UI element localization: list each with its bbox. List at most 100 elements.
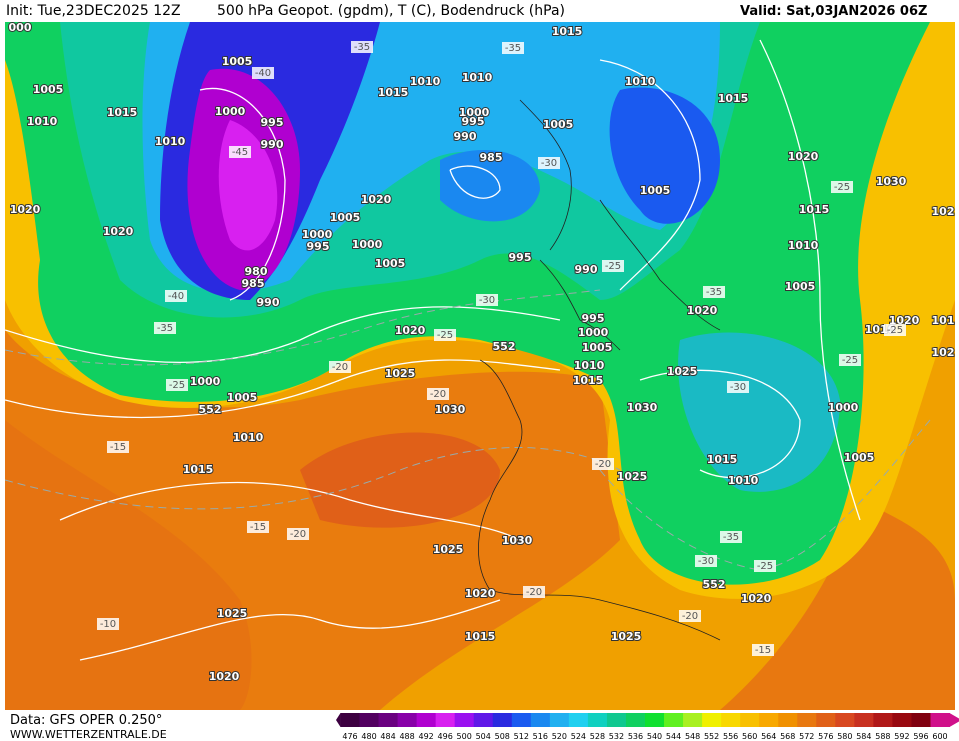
isobar-label: 1005 (543, 118, 574, 131)
isobar-label: 1020 (788, 150, 819, 163)
isobar-label: 1005 (330, 211, 361, 224)
isobar-label: 1000 (459, 106, 490, 119)
isobar-label: 995 (509, 251, 532, 264)
colorbar-swatch (587, 713, 608, 727)
site: WWW.WETTERZENTRALE.DE (10, 728, 167, 741)
colorbar-label: 588 (875, 732, 890, 741)
isobar-label: 1005 (582, 341, 613, 354)
valid-text: Valid: Sat,03JAN2026 06Z (740, 4, 927, 19)
temp-label: -35 (505, 43, 521, 54)
isobar-label: 1025 (617, 470, 648, 483)
isobar-label: 1000 (828, 401, 859, 414)
colorbar-swatch (397, 713, 418, 727)
isobar-label: 1000 (352, 238, 383, 251)
isobar-label: 1015 (707, 453, 738, 466)
temp-label: -40 (255, 68, 271, 79)
temp-label-box (695, 555, 717, 567)
colorbar-label: 500 (457, 732, 472, 741)
temp-label-box (434, 329, 456, 341)
colorbar-swatch (435, 713, 456, 727)
colorbar-label: 600 (932, 732, 947, 741)
colorbar-label: 480 (361, 732, 376, 741)
isobar-label: 1015 (573, 374, 604, 387)
isobar-label: 1005 (375, 257, 406, 270)
colorbar-swatch (530, 713, 551, 727)
colorbar-swatch (511, 713, 532, 727)
temp-label-box (839, 354, 861, 366)
temp-label: -25 (887, 325, 903, 336)
colorbar-label: 512 (514, 732, 529, 741)
map-field (5, 22, 955, 710)
isobar-label: 985 (242, 277, 265, 290)
isobar-label: 1005 (227, 391, 258, 404)
isobar-label: 1000 (215, 105, 246, 118)
colorbar-swatch (854, 713, 874, 727)
colorbar-swatch (606, 713, 627, 727)
data-source: Data: GFS OPER 0.250° (10, 713, 162, 728)
isobar-label: 552 (703, 578, 726, 591)
colorbar-swatch (625, 713, 646, 727)
temp-label: -20 (595, 459, 611, 470)
isobar-label: 995 (261, 116, 284, 129)
isobar-label: 102 (932, 205, 955, 218)
isobar-label: 1020 (741, 592, 772, 605)
isobar-label: 1030 (876, 175, 907, 188)
colorbar-swatch (378, 713, 399, 727)
isobar-label: 990 (257, 296, 280, 309)
colorbar-label: 560 (742, 732, 757, 741)
colorbar-swatch (797, 713, 817, 727)
isobar-label: 1025 (667, 365, 698, 378)
temp-label-box (165, 290, 187, 302)
colorbar-label: 520 (552, 732, 567, 741)
colorbar-swatch (911, 713, 931, 727)
colorbar-swatch (340, 713, 361, 727)
isobar-label: 1010 (728, 474, 759, 487)
colorbar-swatch (740, 713, 760, 727)
isobar-label: 1025 (433, 543, 464, 556)
colorbar-swatch (549, 713, 570, 727)
isobar-label: 1020 (395, 324, 426, 337)
temp-label: -30 (698, 556, 714, 567)
isobar-label: 1015 (799, 203, 830, 216)
temp-label-box (720, 531, 742, 543)
temp-label: -35 (354, 42, 370, 53)
colorbar-label: 492 (418, 732, 433, 741)
temp-label-box (97, 618, 119, 630)
colorbar-label: 496 (438, 732, 453, 741)
temp-label-box (166, 379, 188, 391)
isobar-label: 552 (493, 340, 516, 353)
temp-label: -15 (110, 442, 126, 453)
colorbar-label: 592 (894, 732, 909, 741)
temp-label-box (287, 528, 309, 540)
isobar-label: 995 (307, 240, 330, 253)
isobar-label: 1030 (435, 403, 466, 416)
colorbar-label: 564 (761, 732, 776, 741)
temp-label-box (679, 610, 701, 622)
isobar-label: 1030 (502, 534, 533, 547)
isobar-label: 1020 (10, 203, 41, 216)
colorbar-label: 476 (342, 732, 357, 741)
temp-label-box (351, 41, 373, 53)
colorbar: 476 480 484 488 492 496 500 504 508 512 516 520 524 5… (336, 713, 959, 741)
isobar-label: 1005 (222, 55, 253, 68)
colorbar-label: 580 (837, 732, 852, 741)
temp-label-box (703, 286, 725, 298)
colorbar-label: 508 (495, 732, 510, 741)
temp-label-box (107, 441, 129, 453)
colorbar-swatch (721, 713, 741, 727)
temp-label-box (752, 644, 774, 656)
isobar-label: 1015 (183, 463, 214, 476)
colorbar-swatch (683, 713, 703, 727)
isobar-label: 1015 (718, 92, 749, 105)
colorbar-label: 552 (704, 732, 719, 741)
isobar-label: 1020 (361, 193, 392, 206)
temp-label: -35 (706, 287, 722, 298)
temp-label: -25 (834, 182, 850, 193)
isobar-label: 1005 (785, 280, 816, 293)
isobar-label: 990 (454, 130, 477, 143)
colorbar-label: 576 (818, 732, 833, 741)
isobar-label: 1010 (462, 71, 493, 84)
colorbar-swatch (568, 713, 589, 727)
colorbar-label: 484 (380, 732, 395, 741)
temp-label-box (427, 388, 449, 400)
